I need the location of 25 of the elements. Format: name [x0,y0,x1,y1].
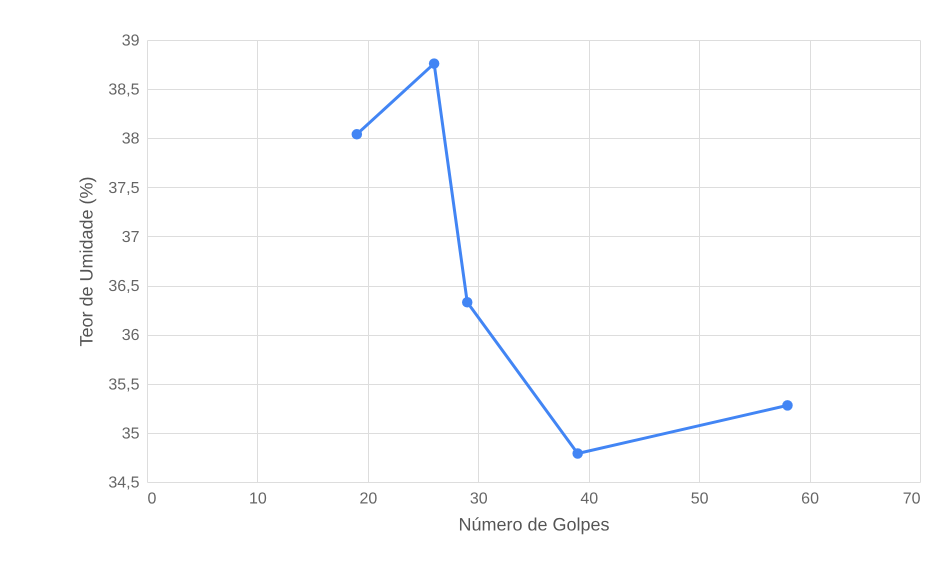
y-tick-label: 39 [122,32,140,50]
y-tick-label: 38 [122,130,140,148]
y-tick-label: 37,5 [108,180,140,197]
x-tick-label: 10 [249,490,267,508]
x-tick-label: 40 [580,490,598,508]
x-tick-label: 0 [148,490,156,508]
x-axis-title: Número de Golpes [458,514,610,534]
y-tick-label: 38,5 [108,82,140,99]
x-tick-label: 60 [801,490,820,508]
point [572,448,583,459]
point [428,58,440,69]
y-tick-label: 34,5 [108,474,140,492]
point [462,297,472,308]
y-tick-label: 35 [122,425,140,442]
x-tick-label: 50 [690,490,709,508]
point [352,129,362,140]
y-tick-label: 37 [122,228,140,246]
x-tick-label: 20 [359,490,378,508]
y-tick-label: 36,5 [108,278,140,296]
y-axis-title: Teor de Umidade (%) [76,176,96,347]
y-tick-label: 35,5 [108,376,140,394]
y-tick-label: 36 [122,327,140,344]
point [782,400,793,411]
x-tick-label: 30 [470,490,488,508]
x-tick-label: 70 [902,490,921,508]
